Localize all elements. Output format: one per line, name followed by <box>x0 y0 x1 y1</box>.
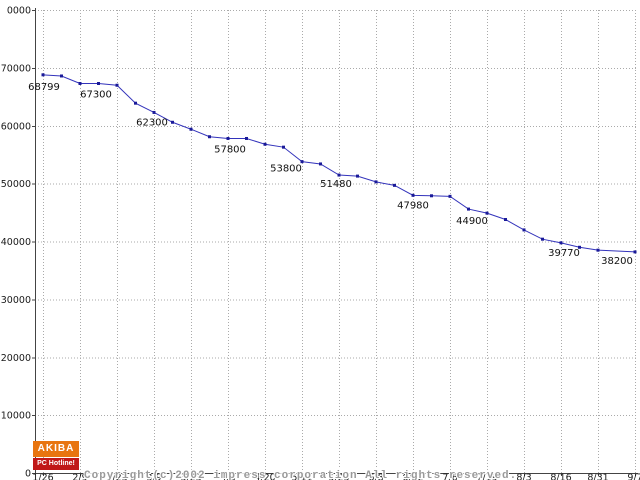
akiba-logo: AKIBA PC Hotline! <box>33 441 79 471</box>
akiba-logo-bottom-text: PC Hotline! <box>33 458 79 470</box>
data-point-marker <box>374 180 378 184</box>
x-axis-label: 4/6 <box>220 473 235 480</box>
axes <box>32 8 638 476</box>
y-axis-label: 10000 <box>1 411 31 422</box>
y-axis-labels: 0 10000 20000 30000 40000 50000 60000 70000 0000 <box>1 6 31 480</box>
data-point-marker <box>430 194 433 198</box>
gridlines <box>35 10 638 473</box>
data-point-marker <box>152 110 156 114</box>
data-point-marker <box>485 211 489 215</box>
watermark: AKIBA PC Hotline! Copyright(c)2002 impre… <box>33 441 517 480</box>
x-axis-label: 3/9 <box>146 473 161 480</box>
data-point-marker <box>263 142 267 146</box>
data-value-label: 47980 <box>397 200 429 211</box>
data-point-marker <box>522 228 526 232</box>
x-axis-label: 8/31 <box>587 473 608 480</box>
x-axis-label: 2/23 <box>106 473 127 480</box>
data-point-marker <box>633 250 637 254</box>
y-axis-label: 70000 <box>1 63 31 74</box>
data-value-label: 68799 <box>28 82 60 93</box>
x-axis-label: 7/6 <box>442 473 457 480</box>
data-value-label: 57800 <box>214 144 246 155</box>
data-value-label: 51480 <box>320 179 352 190</box>
x-axis-label: 8/16 <box>550 473 571 480</box>
data-value-label: 44900 <box>456 216 488 227</box>
data-point-marker <box>134 101 137 105</box>
data-point-marker <box>448 194 452 198</box>
data-point-marker <box>578 245 581 249</box>
y-axis-label: 0 <box>25 469 31 480</box>
data-point-marker <box>171 120 174 124</box>
data-point-marker <box>115 83 119 87</box>
copyright-text: Copyright(c)2002 impress corporation All… <box>84 470 518 480</box>
data-point-marker <box>467 207 470 211</box>
data-point-marker <box>208 135 211 139</box>
data-point-marker <box>282 145 285 149</box>
data-point-marker <box>78 82 82 86</box>
x-axis-label: 3/23 <box>180 473 201 480</box>
data-point-marker <box>245 136 248 140</box>
data-point-marker <box>226 136 230 140</box>
data-value-label: 62300 <box>136 117 168 128</box>
x-axis-labels: 1/26 2/9 2/23 3/9 3/23 4/6 4/20 5/11 5/25 6/8 6/22… <box>32 473 640 480</box>
x-axis-label: 1/26 <box>32 473 53 480</box>
data-value-label: 38200 <box>601 256 633 267</box>
data-point-marker <box>41 73 45 77</box>
y-axis-label: 60000 <box>1 121 31 132</box>
data-point-marker <box>393 183 396 187</box>
y-axis-label: 0000 <box>7 6 31 17</box>
data-point-marker <box>97 82 100 86</box>
data-point-marker <box>337 173 341 177</box>
data-value-label: 53800 <box>270 164 302 175</box>
x-axis-label: 8/3 <box>516 473 531 480</box>
data-point-marker <box>541 237 544 241</box>
price-line-series <box>41 73 637 254</box>
data-value-labels: 68799 67300 62300 57800 53800 51480 47980 44900… <box>28 82 633 267</box>
data-point-marker <box>411 193 415 197</box>
x-axis-label: 5/11 <box>291 473 312 480</box>
y-axis-label: 40000 <box>1 237 31 248</box>
data-point-marker <box>319 162 322 166</box>
akiba-logo-top-text: AKIBA <box>33 441 79 457</box>
price-line <box>42 74 636 253</box>
data-value-label: 39770 <box>548 248 580 259</box>
x-axis-label: 2/9 <box>72 473 87 480</box>
x-axis-label: 9/7 <box>627 473 640 480</box>
x-axis-label: 6/8 <box>368 473 383 480</box>
data-point-marker <box>504 218 507 222</box>
data-point-marker <box>189 127 193 131</box>
x-axis-label: 7/19 <box>476 473 497 480</box>
x-axis-label: 6/22 <box>402 473 423 480</box>
data-point-marker <box>559 241 563 245</box>
data-value-label: 67300 <box>80 90 112 101</box>
y-axis-label: 30000 <box>1 295 31 306</box>
data-point-marker <box>596 248 600 252</box>
watermark-text: Copyright(c)2002 impress corporation All… <box>84 441 517 480</box>
x-axis-label: 5/25 <box>328 473 349 480</box>
x-axis-label: 4/20 <box>254 473 275 480</box>
y-axis-label: 20000 <box>1 353 31 364</box>
data-point-marker <box>356 174 359 178</box>
y-axis-label: 50000 <box>1 179 31 190</box>
data-point-marker <box>300 160 304 164</box>
data-point-marker <box>60 74 63 78</box>
